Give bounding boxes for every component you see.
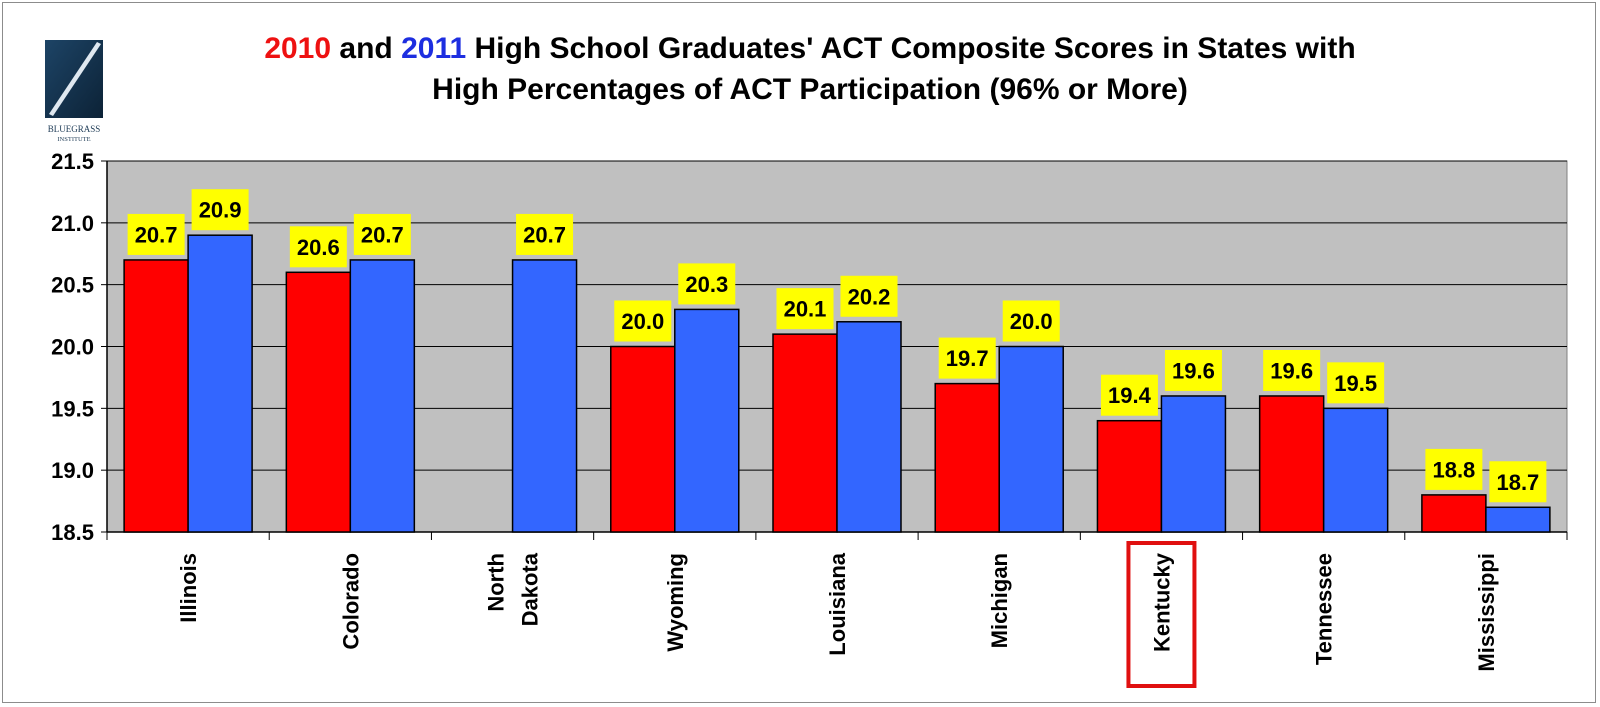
- category-label: Tennessee: [1312, 553, 1337, 665]
- data-label-box: [678, 263, 736, 305]
- data-label: 20.7: [523, 222, 566, 247]
- data-label-box: [191, 189, 249, 231]
- data-label-box: [614, 300, 672, 342]
- data-label: 20.6: [297, 235, 340, 260]
- bar-2011-mississippi: [1485, 506, 1551, 533]
- title-line1-rest: High School Graduates' ACT Composite Sco…: [466, 32, 1356, 65]
- y-tick-label: 18.5: [51, 520, 94, 545]
- category-label: Mississippi: [1474, 553, 1499, 672]
- category-label-colorado: Colorado: [338, 553, 363, 650]
- data-label: 20.7: [135, 222, 178, 247]
- data-label: 20.0: [621, 309, 664, 334]
- data-label: 19.7: [946, 346, 989, 371]
- category-label-mississippi: Mississippi: [1474, 553, 1499, 672]
- bar-2010-illinois: [123, 259, 189, 533]
- logo-name-line2: INSTITUTE: [57, 136, 90, 143]
- bar-2010-kentucky: [1096, 419, 1163, 533]
- data-label-box: [353, 213, 411, 255]
- title-and-word: and: [331, 32, 402, 65]
- data-label: 18.8: [1432, 457, 1475, 482]
- bar-2011-tennessee: [1322, 407, 1389, 533]
- category-label: North: [484, 553, 509, 612]
- data-label-box: [840, 275, 898, 317]
- logo-slash: [49, 42, 101, 116]
- category-label: Colorado: [338, 553, 363, 650]
- data-label-box: [776, 288, 834, 330]
- logo-name-line1: BLUEGRASS: [48, 124, 101, 134]
- bar-2011-michigan: [998, 345, 1064, 533]
- bar-2010-michigan: [934, 382, 1000, 533]
- y-tick-label: 21.0: [51, 211, 94, 236]
- data-label: 20.2: [848, 284, 891, 309]
- category-label-michigan: Michigan: [987, 553, 1012, 648]
- data-label-box: [1100, 374, 1158, 416]
- category-label: Dakota: [518, 552, 543, 626]
- y-tick-labels: 18.5 19.0 19.5 20.0 20.5 21.0 21.5: [51, 149, 94, 545]
- title-year-2010: 2010: [264, 32, 332, 65]
- data-label-box: [938, 337, 996, 379]
- kentucky-highlight-box: [1126, 541, 1197, 688]
- category-label-north-dakota: North Dakota: [484, 552, 543, 626]
- category-label: Wyoming: [663, 553, 688, 652]
- data-label: 19.6: [1270, 358, 1313, 383]
- y-tick-label: 21.5: [51, 149, 94, 174]
- data-label-box: [1425, 448, 1483, 490]
- bar-2010-louisiana: [772, 333, 838, 533]
- category-label: Louisiana: [825, 552, 850, 655]
- bar-2010-mississippi: [1421, 494, 1487, 533]
- data-label: 20.7: [361, 222, 404, 247]
- bar-2011-kentucky: [1160, 395, 1227, 533]
- data-label: 19.4: [1108, 383, 1152, 408]
- data-label: 19.6: [1172, 358, 1215, 383]
- data-label-box: [1002, 300, 1060, 342]
- bar-2010-wyoming: [610, 345, 676, 533]
- data-label-box: [1263, 349, 1321, 391]
- data-label: 20.0: [1010, 309, 1053, 334]
- bar-2011-louisiana: [836, 321, 902, 533]
- category-label-wyoming: Wyoming: [663, 553, 688, 652]
- category-label-kentucky: Kentucky: [1149, 552, 1174, 652]
- data-label: 18.7: [1496, 470, 1539, 495]
- category-label-tennessee: Tennessee: [1312, 553, 1337, 665]
- y-tick-label: 19.0: [51, 458, 94, 483]
- category-label-illinois: Illinois: [176, 553, 201, 623]
- data-label-box: [1489, 461, 1547, 503]
- bar-2010-colorado: [285, 271, 352, 533]
- data-label-box: [1327, 362, 1385, 404]
- data-label-box: [1164, 349, 1222, 391]
- chart-title: 2010 and 2011 High School Graduates' ACT…: [140, 28, 1480, 110]
- data-label: 20.9: [199, 198, 242, 223]
- data-labels: 20.7 20.9 20.6 20.7 20.7 20.0 20.3 20.1 20.2 19.7…: [127, 189, 1547, 503]
- data-label-box: [127, 213, 185, 255]
- title-line2: High Percentages of ACT Participation (9…: [432, 73, 1188, 106]
- bar-2010-tennessee: [1258, 395, 1325, 533]
- bars: [123, 234, 1551, 533]
- data-label-box: [289, 226, 347, 268]
- category-label: Illinois: [176, 553, 201, 623]
- category-labels: Illinois Colorado North Dakota Wyoming Louisi…: [176, 541, 1499, 688]
- bar-2011-wyoming: [674, 308, 740, 533]
- category-label: Kentucky: [1149, 552, 1174, 652]
- category-label: Michigan: [987, 553, 1012, 648]
- data-label: 20.1: [784, 297, 827, 322]
- bluegrass-institute-logo: BLUEGRASS INSTITUTE: [45, 40, 103, 143]
- bar-2011-north-dakota: [511, 259, 578, 533]
- data-label: 19.5: [1334, 371, 1377, 396]
- title-year-2011: 2011: [401, 32, 467, 65]
- y-tick-label: 20.0: [51, 335, 94, 360]
- y-tick-label: 19.5: [51, 396, 94, 421]
- data-label-box: [516, 213, 574, 255]
- bar-2011-illinois: [187, 234, 253, 533]
- y-tick-label: 20.5: [51, 273, 94, 298]
- data-label: 20.3: [685, 272, 728, 297]
- bar-2011-colorado: [349, 259, 416, 533]
- category-label-louisiana: Louisiana: [825, 552, 850, 655]
